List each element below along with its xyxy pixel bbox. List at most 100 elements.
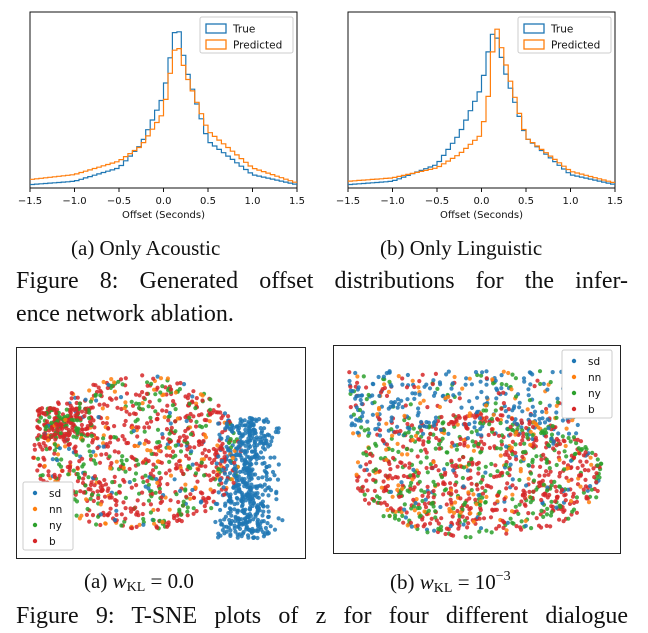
point-sd [262,426,267,431]
point-nn [566,478,571,483]
point-sd [236,426,242,431]
point-ny [548,380,553,385]
point-b [513,486,518,491]
point-b [36,408,41,413]
point-sd [438,504,443,510]
point-ny [576,446,581,451]
point-b [364,462,369,467]
point-ny [86,443,91,448]
point-b [364,385,369,390]
point-ny [160,384,165,389]
point-b [384,503,390,508]
point-b [212,489,217,494]
point-b [582,467,587,473]
point-nn [165,376,170,381]
point-b [390,508,395,513]
point-ny [373,467,378,472]
point-ny [153,409,158,414]
point-nn [101,441,106,446]
point-nn [468,511,473,516]
point-sd [214,461,219,466]
point-ny [75,471,80,477]
point-nn [384,421,389,426]
point-sd [360,414,365,419]
point-sd [238,420,243,425]
point-b [232,460,237,465]
point-ny [406,430,411,435]
point-ny [146,482,151,487]
point-ny [531,478,537,483]
point-ny [433,515,438,520]
point-sd [520,409,525,414]
point-nn [467,413,472,419]
point-ny [119,458,124,463]
point-ny [558,504,563,509]
point-ny [148,415,153,420]
point-ny [113,435,118,440]
point-b [553,499,558,504]
point-b [430,382,435,387]
point-nn [122,406,127,411]
point-ny [153,490,158,495]
point-b [422,501,427,506]
point-b [395,475,400,480]
point-b [129,485,134,490]
point-b [424,465,429,471]
point-sd [112,517,117,523]
point-b [123,418,128,424]
point-sd [451,393,456,398]
point-b [59,421,64,426]
point-ny [123,469,128,474]
point-ny [141,479,146,485]
point-ny [484,408,489,413]
point-ny [116,379,121,384]
point-ny [203,423,209,428]
point-sd [421,431,426,436]
point-ny [417,505,422,511]
point-ny [167,414,172,419]
point-sd [376,422,381,427]
point-ny [470,439,475,444]
point-b [420,493,425,498]
point-nn [414,497,419,502]
point-b [186,456,191,461]
point-nn [201,457,206,462]
point-nn [156,459,161,464]
point-b [200,451,205,456]
point-nn [207,419,212,424]
point-sd [532,413,537,418]
point-ny [566,435,571,441]
point-b [364,478,369,483]
point-sd [395,424,400,429]
point-b [85,432,90,437]
point-b [100,420,106,426]
point-b [95,436,100,441]
point-ny [537,369,543,374]
point-b [107,396,113,401]
point-ny [476,466,481,471]
point-sd [449,386,454,391]
point-b [88,487,93,492]
point-sd [233,470,238,475]
point-ny [389,436,394,441]
point-b [502,452,508,457]
point-b [146,425,152,430]
point-nn [471,448,476,453]
point-b [108,506,113,511]
point-b [31,455,36,460]
point-nn [160,520,165,525]
point-b [347,370,352,375]
point-sd [260,475,265,480]
point-b [474,482,479,488]
x-tick-label: 1.0 [245,196,261,207]
point-nn [101,379,106,385]
point-b [123,516,128,521]
point-sd [400,382,405,387]
x-tick-label: −1.5 [18,196,42,207]
x-tick-label: 1.5 [607,196,623,207]
point-sd [262,532,267,537]
point-b [81,490,86,495]
point-sd [256,476,261,481]
point-nn [379,485,384,490]
point-b [508,432,513,437]
